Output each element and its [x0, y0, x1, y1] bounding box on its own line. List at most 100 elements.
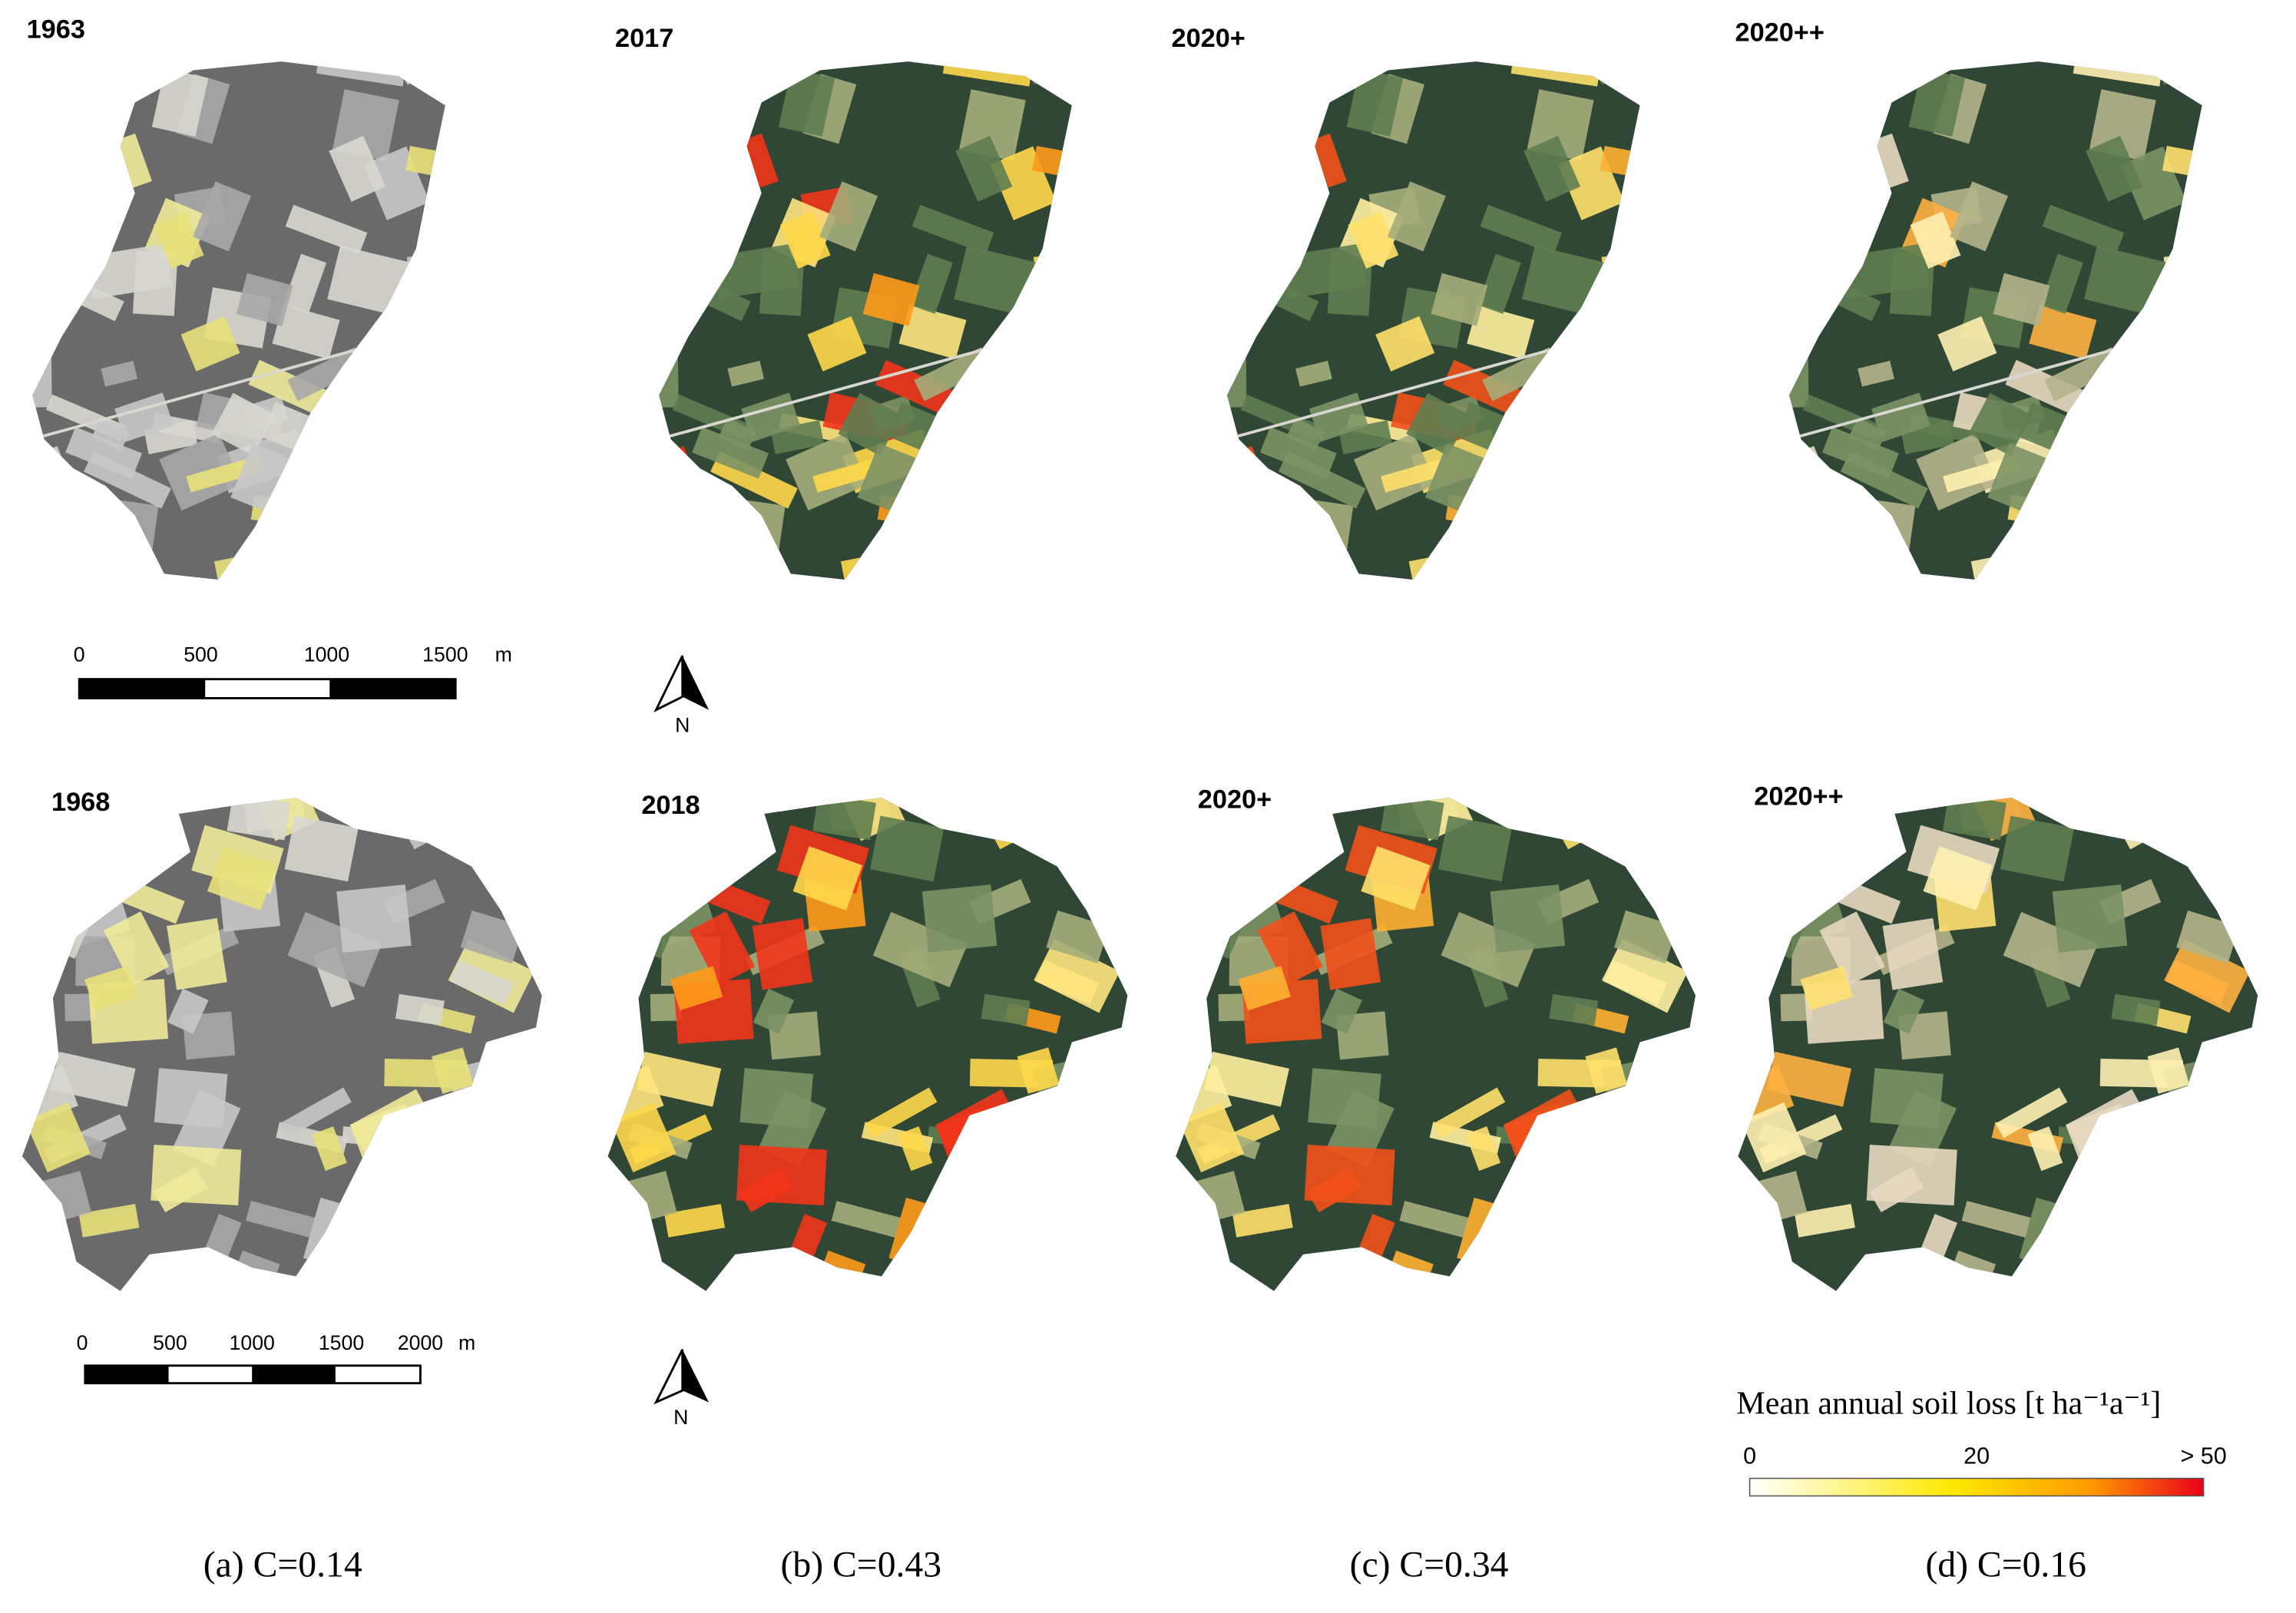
map-field: [1961, 1201, 2031, 1238]
map-field: [607, 871, 659, 900]
map-field: [2089, 1173, 2123, 1204]
map-field: [280, 1087, 352, 1139]
map-field: [659, 197, 701, 236]
map-field: [1553, 501, 1632, 563]
map-field: [672, 256, 710, 289]
panel-label: 2020++: [1754, 782, 1843, 811]
map-field: [1601, 250, 1640, 312]
map-field: [2083, 798, 2116, 825]
map-field: [914, 347, 992, 402]
map-field: [971, 445, 1064, 528]
map-field: [2116, 483, 2152, 541]
map-field: [1238, 966, 1292, 1011]
map-field: [506, 841, 538, 874]
map-field: [382, 509, 437, 556]
map-field: [1868, 1166, 1924, 1213]
map-field: [1226, 151, 1310, 243]
map-field: [1568, 809, 1621, 848]
north-arrow: N: [653, 1349, 710, 1429]
map-field: [718, 418, 757, 451]
map-field: [432, 1047, 474, 1094]
map-field: [898, 304, 967, 359]
scale-tick-label: 0: [74, 643, 85, 666]
map-field: [367, 798, 401, 825]
map-field: [65, 993, 97, 1022]
map-field: [936, 390, 1017, 459]
map-field: [2067, 424, 2132, 482]
map-field: [495, 1112, 542, 1131]
map-field: [32, 219, 86, 283]
map-field: [246, 1201, 316, 1238]
map-field: [659, 151, 742, 243]
map-field: [659, 180, 715, 226]
scale-tick-label: 1000: [230, 1331, 275, 1354]
map-field: [1320, 917, 1381, 990]
map-field: [1798, 69, 1863, 101]
map-field: [1993, 273, 2050, 326]
map-field: [2027, 1126, 2063, 1172]
map-field: [1176, 871, 1227, 900]
map-field: [1646, 1141, 1696, 1181]
map-field: [2056, 530, 2086, 580]
map-field: [667, 61, 697, 109]
scale-unit: m: [495, 643, 512, 666]
map-field: [1789, 180, 1844, 226]
map-field: [1738, 871, 1789, 900]
map: [659, 61, 1072, 580]
map-field: [1295, 360, 1332, 387]
map-field: [153, 1166, 208, 1213]
map-field: [32, 151, 115, 243]
map-field: [1916, 433, 1999, 511]
map-field: [1910, 211, 1961, 269]
map-field: [1361, 846, 1431, 911]
map-field: [1218, 993, 1250, 1022]
map-field: [1007, 1129, 1036, 1161]
map-field: [1586, 312, 1640, 378]
map-field: [752, 917, 813, 990]
map-field: [1441, 911, 1536, 988]
map-field: [725, 498, 786, 564]
map-field: [1226, 180, 1282, 226]
north-label: N: [673, 1406, 688, 1429]
legend-label: 0: [1743, 1443, 1756, 1469]
map-field: [1970, 556, 2005, 580]
map-field: [441, 1182, 521, 1251]
map-field: [986, 501, 1064, 563]
map-field: [353, 480, 442, 519]
map-field: [1548, 480, 1636, 519]
map-field: [972, 533, 1051, 580]
map-field: [2116, 501, 2194, 563]
map-field: [1406, 392, 1470, 456]
map-field: [1306, 1166, 1362, 1213]
map-field: [25, 1102, 91, 1173]
map-field: [1789, 151, 1872, 243]
map-field: [346, 533, 425, 580]
scale-bar: 0 500 1000 1500 m: [74, 643, 512, 699]
map-field: [2208, 1141, 2258, 1181]
map-field: [1097, 1198, 1128, 1261]
map-field: [387, 1242, 477, 1291]
map-field: [659, 219, 713, 283]
map-field: [1603, 960, 1668, 1005]
map-field: [921, 884, 997, 953]
map-field: [670, 966, 723, 1011]
map-field: [980, 480, 1068, 519]
map-field: [937, 424, 1002, 482]
map-field: [1235, 61, 1265, 109]
map-field: [1505, 424, 1570, 482]
map-field: [689, 911, 756, 987]
map-field: [812, 798, 876, 841]
map-field: [1540, 533, 1619, 580]
map-field: [405, 146, 441, 177]
map-field: [1858, 360, 1894, 387]
map-field: [1467, 304, 1535, 359]
map-field: [2210, 1112, 2258, 1131]
map-field: [2165, 960, 2230, 1005]
map-field: [287, 911, 382, 988]
legend-title: Mean annual soil loss [t ha⁻¹a⁻¹]: [1736, 1387, 2161, 1422]
map-field: [1802, 256, 1840, 289]
map-field: [2052, 884, 2128, 953]
map-field: [1819, 911, 1885, 987]
panel-label: 1963: [27, 15, 85, 45]
